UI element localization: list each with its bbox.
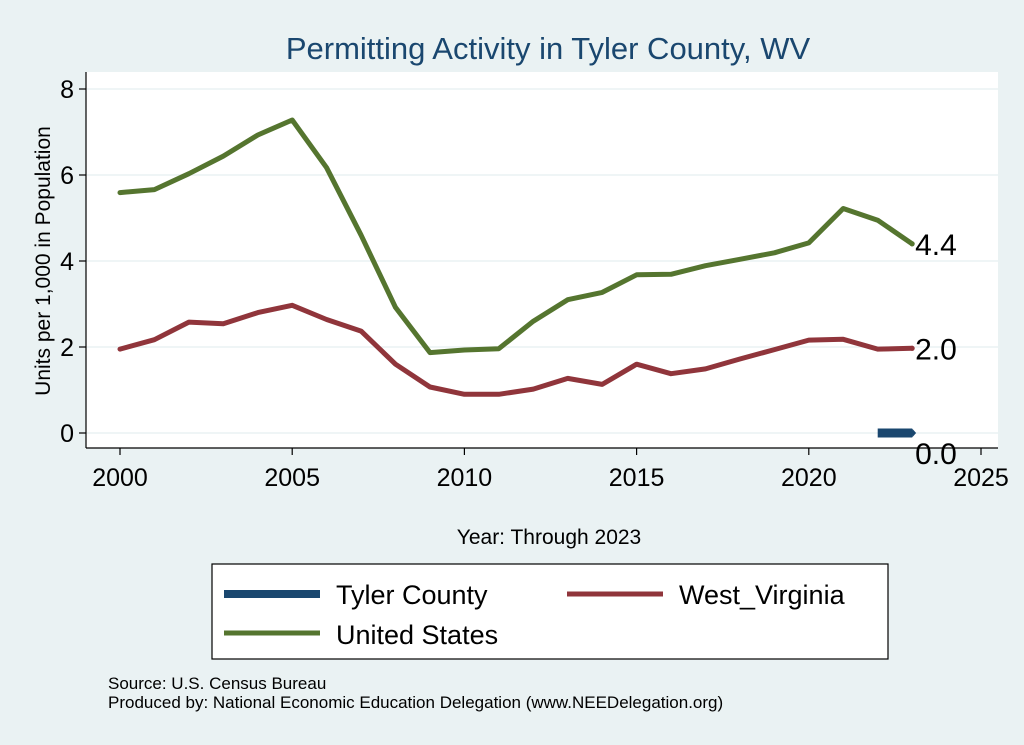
y-tick-label-0: 0 [60, 420, 74, 448]
x-tick-label-2005: 2005 [264, 464, 320, 492]
series-end-point-west-virginia [909, 345, 915, 351]
series-layer [117, 117, 917, 438]
y-tick-label-2: 2 [60, 334, 74, 362]
legend: Tyler County West_Virginia United States [211, 563, 889, 660]
end-label-tyler-county: 0.0 [915, 438, 957, 471]
x-tick-label-2020: 2020 [781, 464, 837, 492]
series-end-point-united-states [909, 241, 915, 247]
series-end-point-tyler-county [909, 430, 915, 436]
plot-area [86, 72, 998, 448]
chart-title: Permitting Activity in Tyler County, WV [286, 31, 811, 66]
series-line-united-states [117, 117, 915, 356]
end-labels: 4.4 2.0 0.0 [915, 229, 957, 471]
legend-label-west-virginia: West_Virginia [679, 580, 846, 610]
grid-lines [86, 88, 998, 434]
end-label-united-states: 4.4 [915, 229, 957, 262]
y-tick-label-8: 8 [60, 76, 74, 104]
y-axis: 0 2 4 6 8 [60, 72, 87, 448]
x-tick-label-2000: 2000 [92, 464, 148, 492]
x-axis-label: Year: Through 2023 [457, 526, 642, 549]
legend-label-united-states: United States [336, 620, 498, 650]
legend-box [211, 563, 889, 660]
y-axis-label: Units per 1,000 in Population [32, 126, 55, 396]
x-tick-label-2010: 2010 [437, 464, 493, 492]
y-tick-label-6: 6 [60, 162, 74, 190]
x-tick-label-2015: 2015 [609, 464, 665, 492]
x-axis: 2000 2005 2010 2015 2020 2025 [86, 447, 1009, 492]
x-tick-label-2025: 2025 [953, 464, 1009, 492]
footer-source: Source: U.S. Census Bureau [108, 674, 327, 693]
series-line-west-virginia [117, 302, 915, 397]
end-label-west-virginia: 2.0 [915, 333, 957, 366]
legend-label-tyler-county: Tyler County [336, 580, 488, 610]
footer-produced-by: Produced by: National Economic Education… [108, 693, 724, 712]
y-tick-label-4: 4 [60, 248, 74, 276]
